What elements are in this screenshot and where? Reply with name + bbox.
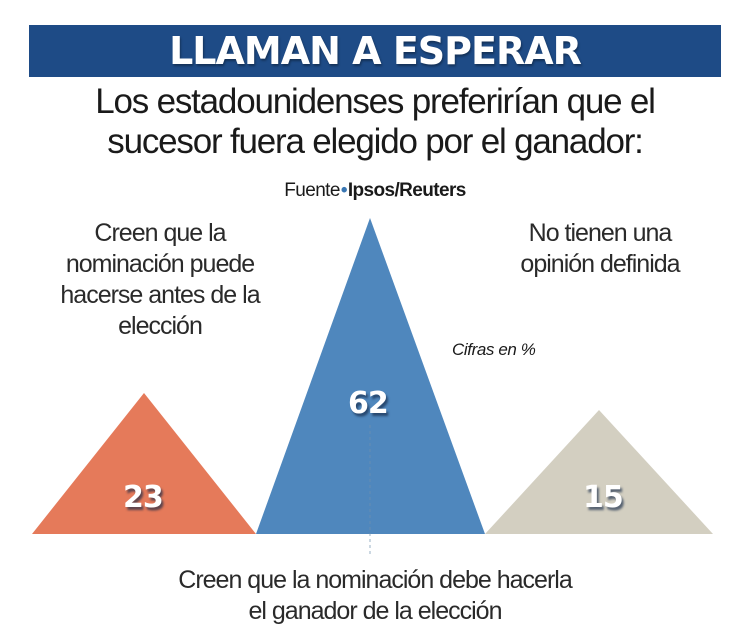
label-left-line-3: hacerse antes de la <box>60 281 260 309</box>
unit-note: Cifras en % <box>452 340 536 359</box>
source-credit: Fuente•Ipsos/Reuters <box>0 180 750 202</box>
chart-subtitle: Los estadounidenses preferirían que el s… <box>0 82 750 162</box>
triangle-undefined <box>485 410 713 534</box>
source-label: Fuente <box>284 180 340 201</box>
title-banner: LLAMAN A ESPERAR <box>29 25 721 77</box>
bullet-icon: • <box>340 180 348 201</box>
label-left-line-4: elección <box>118 312 203 340</box>
label-left-line-1: Creen que la <box>94 219 226 247</box>
label-right-line-1: No tienen una <box>528 219 673 247</box>
label-right-line-2: opinión definida <box>520 250 680 278</box>
value-before-election: 23 <box>123 480 164 515</box>
label-bottom-line-2: el ganador de la elección <box>248 597 503 625</box>
label-bottom-line-1: Creen que la nominación debe hacerla <box>178 566 572 594</box>
subtitle-line-1: Los estadounidenses preferirían que el <box>95 82 656 121</box>
source-name: Ipsos/Reuters <box>347 180 466 201</box>
triangle-winner <box>256 218 485 534</box>
value-winner: 62 <box>348 386 389 421</box>
label-winner: Creen que la nominación debe hacerla el … <box>100 565 650 627</box>
label-left-line-2: nominación puede <box>65 250 255 278</box>
subtitle-line-2: sucesor fuera elegido por el ganador: <box>107 122 644 161</box>
label-before-election: Creen que la nominación puede hacerse an… <box>40 218 280 342</box>
value-undefined: 15 <box>583 480 624 515</box>
label-undefined: No tienen una opinión definida <box>490 218 710 280</box>
triangle-before-election <box>32 393 256 534</box>
chart-title: LLAMAN A ESPERAR <box>169 29 582 73</box>
